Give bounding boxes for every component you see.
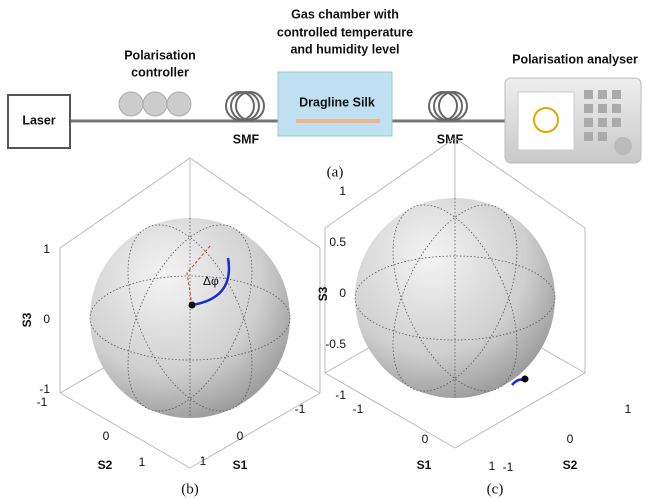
chamber-title: Gas chamber with [291,7,399,21]
tick-label: -0.5 [325,337,346,351]
chamber-title: and humidity level [290,42,399,56]
tick-label: 0 [339,286,346,300]
sample-label: Dragline Silk [299,95,375,109]
chamber-title: controlled temperature [277,25,413,39]
tick-label: 1 [625,402,632,416]
key [612,118,621,127]
setup: Laser Polarisation controller SMF Gas ch… [8,7,641,180]
paddle [119,92,143,116]
key [584,118,593,127]
key [612,104,621,113]
key [598,132,607,141]
key [584,132,593,141]
caption: (c) [487,481,504,497]
tick-label: 0 [103,429,110,443]
coil [429,92,467,120]
knob [614,137,632,155]
annotation: Δφ [203,274,219,288]
tick-label: 1 [489,459,496,473]
tick-label: -1 [39,382,50,396]
analyser-label: Polarisation analyser [512,52,638,66]
key [612,90,621,99]
tick-label: -1 [37,395,48,409]
tick-label: 0 [43,312,50,326]
smf-label: SMF [233,132,260,146]
tick-label: 0 [567,432,574,446]
axis-label: S2 [563,458,578,472]
controller-label: Polarisation [124,48,196,62]
sphere [90,218,290,418]
poincare-panel: 1 0.5 0 -0.5 -1 S3 -1 0 1 S1 1 0 -1 S2 (c) [316,138,631,497]
caption: (a) [327,164,344,180]
axis-label: S1 [417,458,432,472]
controller-label: controller [131,65,189,79]
key [598,90,607,99]
sphere [355,198,555,398]
caption: (b) [181,481,199,497]
laser-label: Laser [22,113,55,127]
axis-label: S1 [233,458,248,472]
screen [518,92,574,150]
key [584,104,593,113]
key [598,104,607,113]
tick-label: 0 [237,429,244,443]
figure: Laser Polarisation controller SMF Gas ch… [0,0,650,499]
key [598,118,607,127]
smf-label: SMF [437,132,464,146]
axis-label: S2 [98,458,113,472]
tick-label: 0 [422,432,429,446]
paddle [143,92,167,116]
key [584,90,593,99]
coil [226,92,264,120]
axis-label: S3 [316,286,330,301]
start-point [522,376,529,383]
axis-label: S3 [20,312,34,327]
tick-label: 1 [139,455,146,469]
tick-label: 1 [339,184,346,198]
tick-label: -1 [503,460,514,474]
tick-label: -1 [335,388,346,402]
paddle [167,92,191,116]
start-point [189,302,196,309]
poincare-panel: Δφ 1 0 -1 S3 -1 0 1 S2 -1 0 1 S1 (b) [20,158,320,497]
tick-label: -1 [295,402,306,416]
tick-label: 0.5 [329,235,346,249]
tick-label: 1 [200,454,207,468]
tick-label: -1 [353,402,364,416]
tick-label: 1 [43,242,50,256]
